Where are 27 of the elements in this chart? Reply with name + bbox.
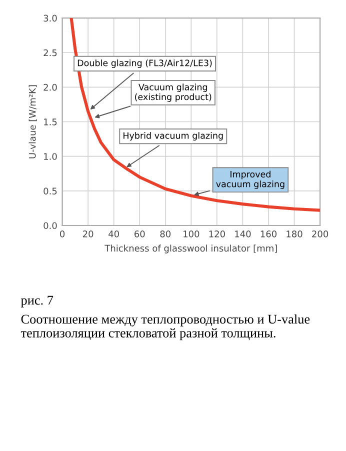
x-tick-label: 20 [82,230,94,238]
y-tick-label: 1.5 [44,118,57,126]
y-tick-label: 1.0 [44,153,57,160]
y-tick-label: 0.0 [44,222,57,230]
y-tick-label: 3.0 [44,14,57,22]
y-axis-title: U-vlaue [W/m²K] [28,85,37,158]
x-tick-label: 60 [134,230,145,238]
y-tick-label: 2.0 [44,84,57,91]
x-tick-label: 140 [235,230,251,238]
x-tick-label: 40 [108,230,119,238]
x-tick-label: 120 [209,230,225,238]
line-series [70,18,320,212]
x-tick-label: 0 [60,230,65,238]
text: рис. 7 [20,296,54,308]
text: Соотношение между теплопроводностью и U-value теплоизоляции стекловатой разной толщины. [20,314,310,340]
y-tick-label: 2.5 [44,49,57,56]
x-tick-label: 100 [184,230,200,238]
annotation: Improved vacuum glazing [216,170,284,189]
x-tick-label: 180 [286,230,302,238]
annotation: Vacuum glazing (existing product) [135,84,212,102]
x-axis-title: Thickness of glasswool insulator [mm] [104,244,277,254]
x-tick-label: 200 [312,230,328,238]
x-tick-label: 160 [260,230,277,238]
annotation: Double glazing (FL3/Air12/LE3) [78,59,212,68]
x-tick-label: 80 [160,230,171,238]
y-tick-label: 0.5 [44,188,57,194]
annotation: Hybrid vacuum glazing [124,132,223,141]
